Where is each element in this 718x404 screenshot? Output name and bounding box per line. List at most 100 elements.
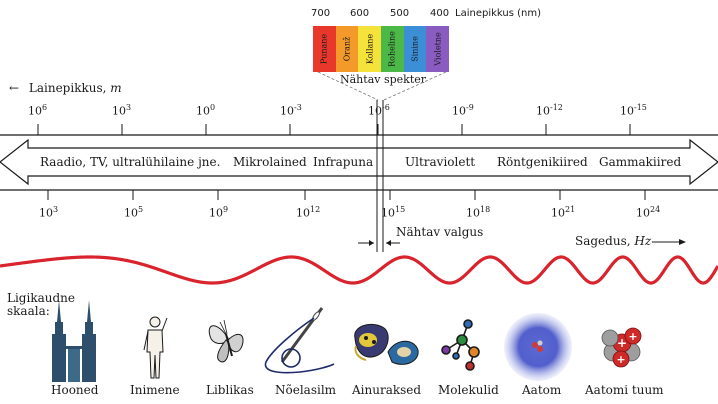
tick-base: 10 — [551, 206, 565, 220]
visible-bracket-left-head — [369, 240, 374, 246]
region-microwaves: Mikrolained — [233, 155, 307, 169]
spectrum-band-5: Violetne — [426, 26, 450, 72]
tick-exponent: 0 — [210, 103, 216, 112]
frequency-tick-label: 105 — [124, 205, 143, 220]
visible-spectrum-caption: Nähtav spekter — [340, 73, 427, 86]
spectrum-band-1: Oranž — [335, 26, 359, 72]
tick-base: 10 — [28, 104, 42, 118]
tick-base: 10 — [39, 206, 53, 220]
tick-base: 10 — [466, 206, 480, 220]
wavelength-tick-label: 100 — [196, 103, 215, 118]
visible-spectrum-bar: Punane Oranž Kollane Roheline Sinine Violetne — [313, 26, 450, 72]
frequency-tick-label: 1024 — [636, 205, 660, 220]
tick-exponent: 9 — [223, 205, 229, 214]
scale-label-needle-eye: Nõelasilm — [275, 383, 337, 397]
tick-exponent: -15 — [634, 103, 647, 112]
spectrum-band-2: Kollane — [358, 26, 382, 72]
tick-exponent: 24 — [650, 205, 661, 214]
scale-label-nucleus: Aatomi tuum — [585, 383, 664, 397]
spectrum-connector-left — [317, 71, 379, 101]
tick-base: 10 — [381, 206, 395, 220]
visible-tick-400: 400 — [430, 8, 450, 19]
spectrum-band-0: Punane — [313, 26, 336, 72]
scale-label-molecules: Molekulid — [438, 383, 499, 397]
region-infrared: Infrapuna — [313, 155, 374, 169]
spectrum-band-4: Sinine — [403, 26, 427, 72]
spectrum-double-arrow — [0, 138, 718, 186]
tick-base: 10 — [620, 104, 634, 118]
frequency-tick-label: 103 — [39, 205, 58, 220]
frequency-unit: Hz — [634, 234, 652, 248]
scale-label-single-cells: Ainuraksed — [352, 383, 422, 397]
tick-base: 10 — [124, 206, 138, 220]
tick-exponent: 15 — [395, 205, 406, 214]
wavelength-tick-label: 10-15 — [620, 103, 647, 118]
tick-base: 10 — [196, 104, 210, 118]
frequency-label-text: Sagedus, — [575, 234, 635, 248]
wavelength-tick-label: 10-9 — [452, 103, 474, 118]
frequency-axis-label: Sagedus, Hz — [575, 234, 651, 248]
wavelength-ticks — [37, 124, 631, 135]
wavelength-tick-label: 103 — [112, 103, 131, 118]
frequency-tick-label: 1012 — [296, 205, 320, 220]
svg-text:+: + — [616, 353, 625, 366]
tick-base: 10 — [112, 104, 126, 118]
scale-label-human: Inimene — [130, 383, 180, 397]
electromagnetic-wave — [0, 255, 718, 285]
wavelength-tick-label: 106 — [28, 103, 47, 118]
visible-light-label: Nähtav valgus — [396, 225, 484, 239]
tick-exponent: -6 — [382, 103, 390, 112]
frequency-tick-label: 1015 — [381, 205, 405, 220]
wavelength-left-arrow: ← — [9, 81, 20, 95]
frequency-right-arrow-head — [679, 239, 686, 245]
frequency-ticks — [47, 190, 646, 200]
tick-base: 10 — [452, 104, 466, 118]
frequency-tick-label: 1021 — [551, 205, 575, 220]
tick-exponent: 3 — [53, 205, 59, 214]
region-ultraviolet: Ultraviolett — [405, 155, 476, 169]
visible-bracket-right-head — [386, 240, 391, 246]
svg-text:+: + — [617, 336, 627, 350]
tick-base: 10 — [536, 104, 550, 118]
region-radio: Raadio, TV, ultralühilaine jne. — [40, 155, 221, 169]
visible-tick-600: 600 — [350, 8, 370, 19]
scale-heading: Ligikaudne skaala: — [7, 291, 75, 318]
tick-exponent: -3 — [294, 103, 302, 112]
visible-wavelength-label: Lainepikkus (nm) — [455, 8, 541, 19]
scale-label-butterfly: Liblikas — [206, 383, 254, 397]
tick-base: 10 — [209, 206, 223, 220]
buildings-icon — [52, 300, 96, 382]
scale-label-atom: Aatom — [522, 383, 562, 397]
atomic-nucleus-icon: + + + — [601, 327, 642, 368]
single-cell-organisms-icon — [354, 323, 419, 365]
tick-exponent: 12 — [310, 205, 321, 214]
svg-text:+: + — [628, 330, 637, 343]
frequency-tick-label: 1018 — [466, 205, 490, 220]
spectrum-band-3: Roheline — [381, 26, 404, 72]
wavelength-tick-label: 10-3 — [280, 103, 302, 118]
region-gamma: Gammakiired — [599, 155, 682, 169]
visible-tick-500: 500 — [390, 8, 410, 19]
tick-base: 10 — [296, 206, 310, 220]
wavelength-unit: m — [110, 81, 122, 95]
butterfly-icon — [208, 319, 244, 363]
tick-exponent: 18 — [480, 205, 491, 214]
tick-exponent: -12 — [550, 103, 563, 112]
tick-base: 10 — [280, 104, 294, 118]
frequency-tick-label: 109 — [209, 205, 228, 220]
tick-exponent: 5 — [138, 205, 144, 214]
tick-base: 10 — [636, 206, 650, 220]
human-icon — [143, 316, 168, 379]
visible-tick-700: 700 — [311, 8, 331, 19]
tick-exponent: 3 — [126, 103, 132, 112]
wavelength-label-text: Lainepikkus, — [28, 81, 111, 95]
molecules-icon — [441, 319, 480, 371]
region-xrays: Röntgenikiired — [497, 155, 588, 169]
spectrum-connector-right — [383, 71, 447, 101]
needle-eye-icon — [264, 307, 335, 374]
tick-exponent: 6 — [42, 103, 48, 112]
tick-exponent: 21 — [565, 205, 576, 214]
wavelength-tick-label: 10-6 — [368, 103, 390, 118]
